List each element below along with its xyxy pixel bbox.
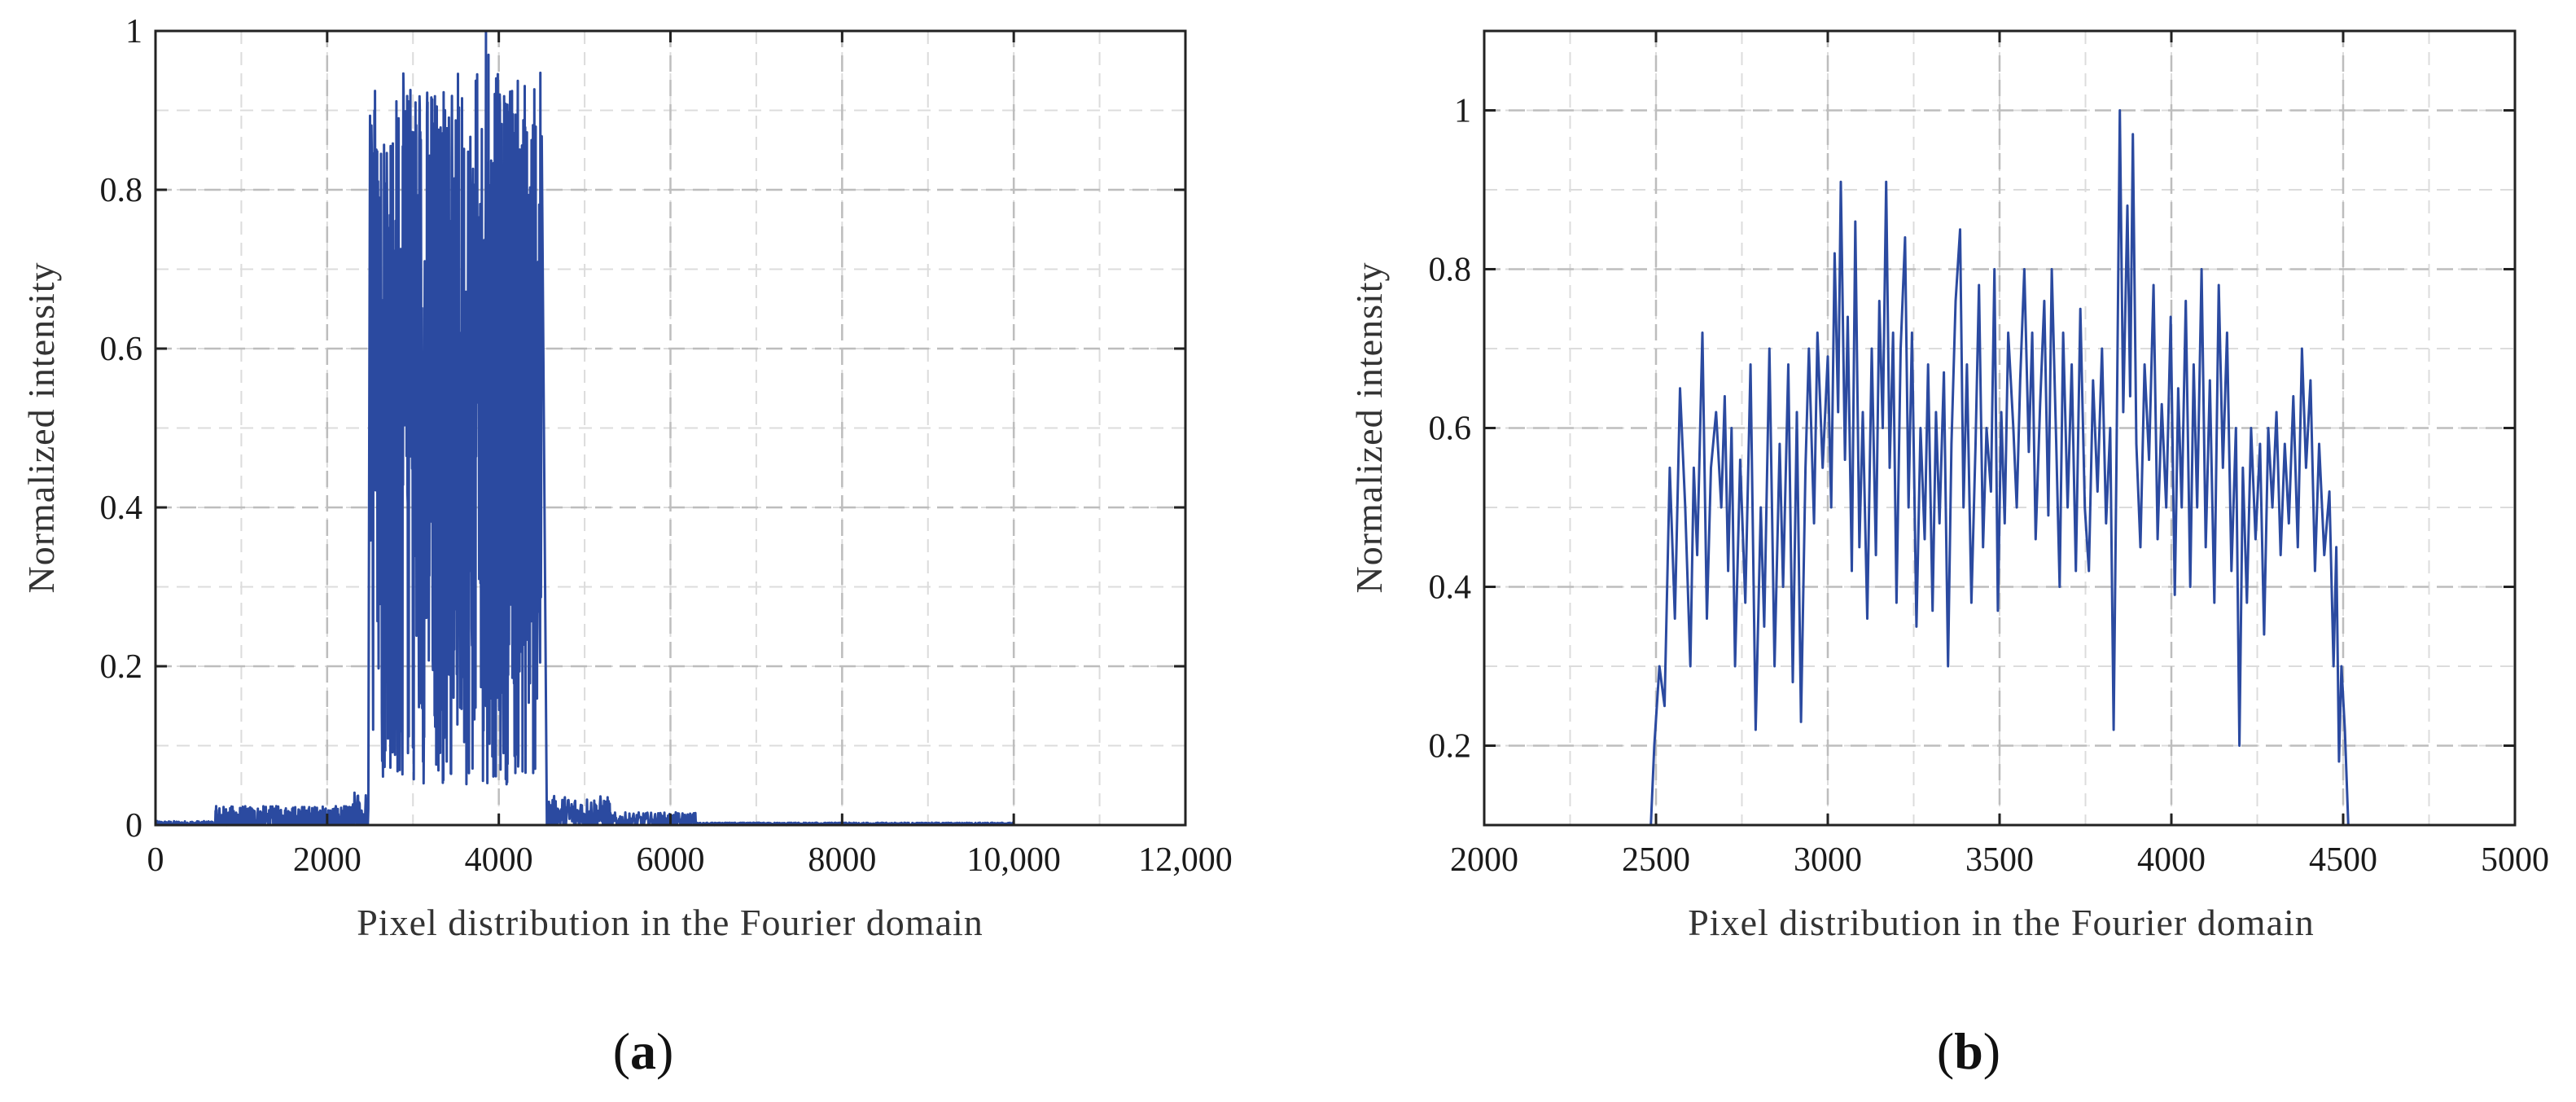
y-tick-label: 0.2	[1429, 728, 1472, 766]
x-tick-label: 4000	[2137, 841, 2206, 879]
x-tick-label: 3500	[1965, 841, 2034, 879]
y-axis-label: Normalized intensity	[1348, 261, 1390, 593]
series-lines	[1649, 109, 2350, 826]
y-tick-label: 0.8	[1429, 252, 1472, 289]
y-tick-label: 0.6	[1429, 411, 1472, 448]
x-axis-label: Pixel distribution in the Fourier domain	[357, 902, 984, 943]
y-tick-labels: 0.2 0.4 0.6 0.8 1	[1429, 93, 1472, 766]
y-tick-labels: 0 0.2 0.4 0.6 0.8 1	[100, 13, 143, 845]
y-tick-label: 0.2	[100, 648, 143, 686]
x-tick-label: 3000	[1794, 841, 1862, 879]
x-tick-labels: 0 2000 4000 6000 8000 10,000 12,000	[147, 841, 1233, 879]
y-tick-label: 1	[125, 13, 142, 50]
y-tick-label: 0.6	[100, 331, 143, 368]
series-line	[1649, 109, 2350, 826]
x-tick-label: 12,000	[1138, 841, 1233, 879]
tick-marks	[1483, 31, 2517, 825]
y-tick-label: 0	[125, 807, 142, 845]
x-tick-label: 10,000	[966, 841, 1061, 879]
chart-a: 0 2000 4000 6000 8000 10,000 12,000 0 0.2 0.4 0.6…	[20, 13, 1233, 1080]
y-tick-label: 0.4	[100, 490, 143, 527]
x-tick-label: 6000	[637, 841, 705, 879]
x-tick-label: 0	[147, 841, 164, 879]
x-tick-label: 2000	[293, 841, 361, 879]
x-tick-label: 2000	[1450, 841, 1518, 879]
panel-label-b: (b)	[1937, 1022, 2000, 1080]
x-tick-label: 2500	[1622, 841, 1690, 879]
chart-b: 2000 2500 3000 3500 4000 4500 5000 0.20.40.60.…	[1348, 29, 2549, 1080]
x-axis-label: Pixel distribution in the Fourier domain	[1688, 902, 2315, 943]
x-tick-label: 8000	[808, 841, 876, 879]
y-tick-label: 0.8	[100, 172, 143, 209]
x-tick-label: 4000	[465, 841, 533, 879]
y-tick-label: 0.4	[1429, 569, 1472, 607]
y-tick-label: 1	[1454, 93, 1471, 130]
x-tick-labels: 2000 2500 3000 3500 4000 4500 5000	[1450, 841, 2549, 879]
panel-label-a: (a)	[613, 1022, 674, 1080]
x-tick-label: 4500	[2309, 841, 2377, 879]
tick-marks	[154, 29, 1187, 827]
y-axis-label: Normalized intensity	[20, 261, 62, 593]
x-tick-label: 5000	[2481, 841, 2549, 879]
grid	[154, 29, 1187, 827]
grid	[1483, 30, 2517, 826]
